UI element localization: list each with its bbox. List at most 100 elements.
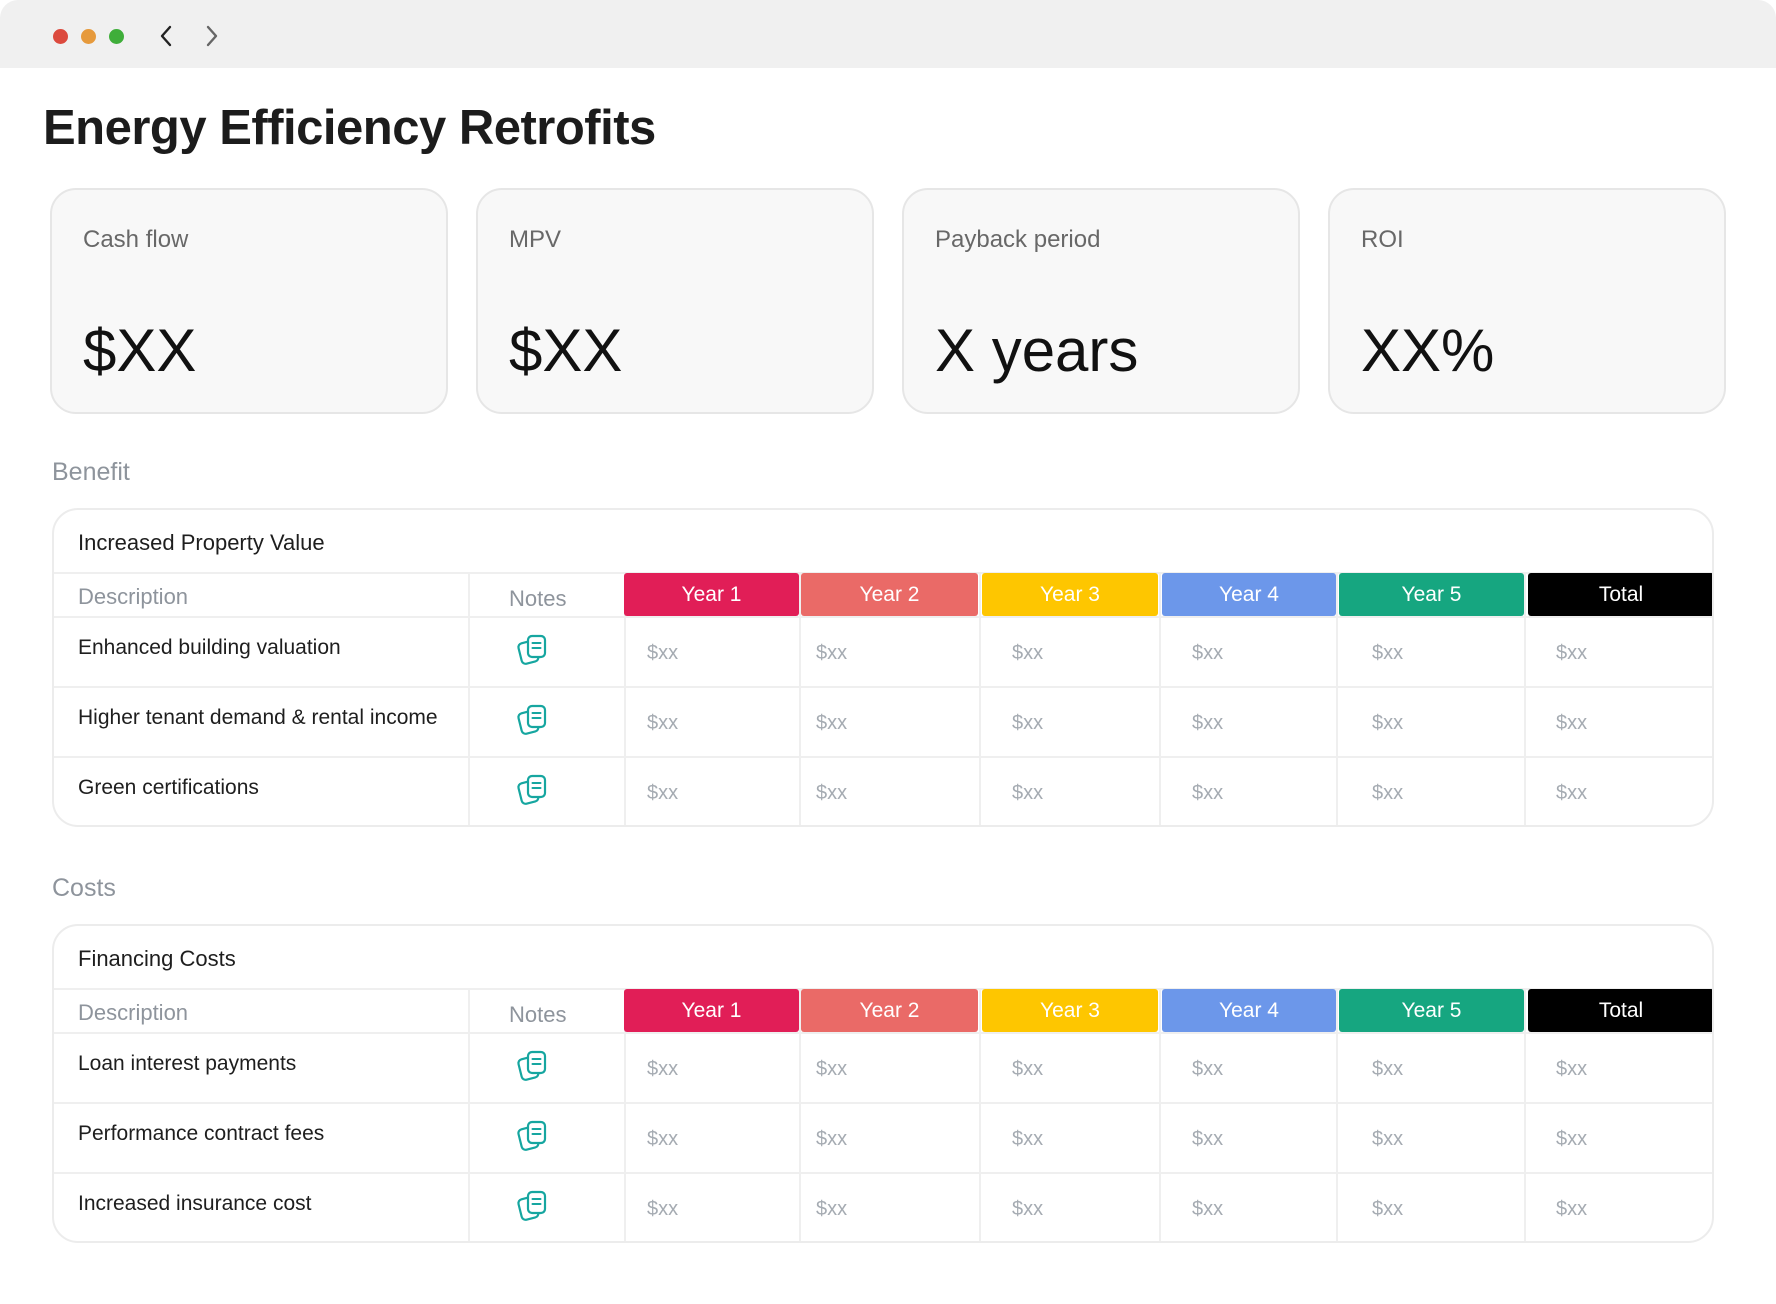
section-label-benefit: Benefit <box>52 458 130 486</box>
value-cell[interactable]: $xx <box>816 642 848 664</box>
value-cell[interactable]: $xx <box>647 1198 679 1220</box>
value-cell[interactable]: $xx <box>1012 642 1044 664</box>
value-cell[interactable]: $xx <box>1556 642 1588 664</box>
minimize-window-button[interactable] <box>81 29 96 44</box>
maximize-window-button[interactable] <box>109 29 124 44</box>
row-divider <box>54 616 1712 618</box>
row-divider <box>54 756 1712 758</box>
value-cell[interactable]: $xx <box>1012 1128 1044 1150</box>
kpi-label: Payback period <box>935 226 1101 253</box>
kpi-card-payback-period: Payback period X years <box>902 188 1300 414</box>
forward-button[interactable] <box>198 22 226 50</box>
value-cell[interactable]: $xx <box>1192 1198 1224 1220</box>
row-divider <box>54 1032 1712 1034</box>
value-cell[interactable]: $xx <box>816 1128 848 1150</box>
column-header-notes: Notes <box>509 1002 567 1027</box>
kpi-value: X years <box>935 317 1139 384</box>
value-cell[interactable]: $xx <box>647 642 679 664</box>
row-description: Loan interest payments <box>78 1052 297 1075</box>
column-header-year-1: Year 1 <box>624 989 799 1032</box>
column-header-total: Total <box>1528 989 1712 1032</box>
value-cell[interactable]: $xx <box>1372 1058 1404 1080</box>
value-cell[interactable]: $xx <box>1556 782 1588 804</box>
title-bar <box>0 0 1776 68</box>
section-label-costs: Costs <box>52 874 116 902</box>
value-cell[interactable]: $xx <box>1192 712 1224 734</box>
row-divider <box>54 1172 1712 1174</box>
value-cell[interactable]: $xx <box>1372 642 1404 664</box>
column-divider <box>799 988 801 1241</box>
notes-icon[interactable] <box>516 633 550 667</box>
kpi-value: XX% <box>1361 317 1495 384</box>
notes-icon[interactable] <box>516 773 550 807</box>
value-cell[interactable]: $xx <box>1012 1198 1044 1220</box>
benefit-table: Increased Property Value Description Notes… <box>52 508 1714 827</box>
costs-table: Financing Costs Description Notes Year 1 Yea… <box>52 924 1714 1243</box>
table-title: Increased Property Value <box>78 530 325 555</box>
value-cell[interactable]: $xx <box>1372 782 1404 804</box>
value-cell[interactable]: $xx <box>1556 1058 1588 1080</box>
row-description: Performance contract fees <box>78 1122 325 1145</box>
value-cell[interactable]: $xx <box>1012 1058 1044 1080</box>
column-header-year-5: Year 5 <box>1339 989 1524 1032</box>
value-cell[interactable]: $xx <box>1192 782 1224 804</box>
value-cell[interactable]: $xx <box>1556 712 1588 734</box>
value-cell[interactable]: $xx <box>1372 1128 1404 1150</box>
close-window-button[interactable] <box>53 29 68 44</box>
value-cell[interactable]: $xx <box>647 782 679 804</box>
chevron-right-icon <box>206 25 218 47</box>
notes-icon[interactable] <box>516 1049 550 1083</box>
notes-icon[interactable] <box>516 703 550 737</box>
kpi-value: $XX <box>83 317 197 384</box>
value-cell[interactable]: $xx <box>816 712 848 734</box>
value-cell[interactable]: $xx <box>647 1128 679 1150</box>
value-cell[interactable]: $xx <box>1372 1198 1404 1220</box>
row-description: Enhanced building valuation <box>78 636 341 659</box>
column-divider <box>1524 572 1526 825</box>
column-header-year-3: Year 3 <box>982 989 1158 1032</box>
row-description: Higher tenant demand & rental income <box>78 706 438 729</box>
value-cell[interactable]: $xx <box>1012 712 1044 734</box>
value-cell[interactable]: $xx <box>1192 642 1224 664</box>
value-cell[interactable]: $xx <box>647 1058 679 1080</box>
kpi-card-mpv: MPV $XX <box>476 188 874 414</box>
value-cell[interactable]: $xx <box>647 712 679 734</box>
row-divider <box>54 686 1712 688</box>
value-cell[interactable]: $xx <box>1372 712 1404 734</box>
column-divider <box>1159 572 1161 825</box>
row-description: Green certifications <box>78 776 259 799</box>
column-header-year-4: Year 4 <box>1162 573 1336 616</box>
column-divider <box>468 572 470 825</box>
column-header-year-5: Year 5 <box>1339 573 1524 616</box>
column-divider <box>1524 988 1526 1241</box>
value-cell[interactable]: $xx <box>1556 1128 1588 1150</box>
value-cell[interactable]: $xx <box>1192 1128 1224 1150</box>
column-divider <box>624 572 626 825</box>
column-header-year-3: Year 3 <box>982 573 1158 616</box>
value-cell[interactable]: $xx <box>1556 1198 1588 1220</box>
row-description: Increased insurance cost <box>78 1192 312 1215</box>
column-header-description: Description <box>78 584 189 609</box>
notes-icon[interactable] <box>516 1189 550 1223</box>
value-cell[interactable]: $xx <box>816 1058 848 1080</box>
value-cell[interactable]: $xx <box>1012 782 1044 804</box>
notes-icon[interactable] <box>516 1119 550 1153</box>
column-divider <box>468 988 470 1241</box>
kpi-card-roi: ROI XX% <box>1328 188 1726 414</box>
kpi-value: $XX <box>509 317 623 384</box>
column-header-year-1: Year 1 <box>624 573 799 616</box>
column-header-description: Description <box>78 1000 189 1025</box>
kpi-label: Cash flow <box>83 226 189 253</box>
column-divider <box>1336 988 1338 1241</box>
value-cell[interactable]: $xx <box>1192 1058 1224 1080</box>
back-button[interactable] <box>152 22 180 50</box>
chevron-left-icon <box>160 25 172 47</box>
value-cell[interactable]: $xx <box>816 1198 848 1220</box>
column-divider <box>979 572 981 825</box>
kpi-label: MPV <box>509 226 562 253</box>
column-header-year-4: Year 4 <box>1162 989 1336 1032</box>
row-divider <box>54 1102 1712 1104</box>
value-cell[interactable]: $xx <box>816 782 848 804</box>
table-title: Financing Costs <box>78 946 236 971</box>
